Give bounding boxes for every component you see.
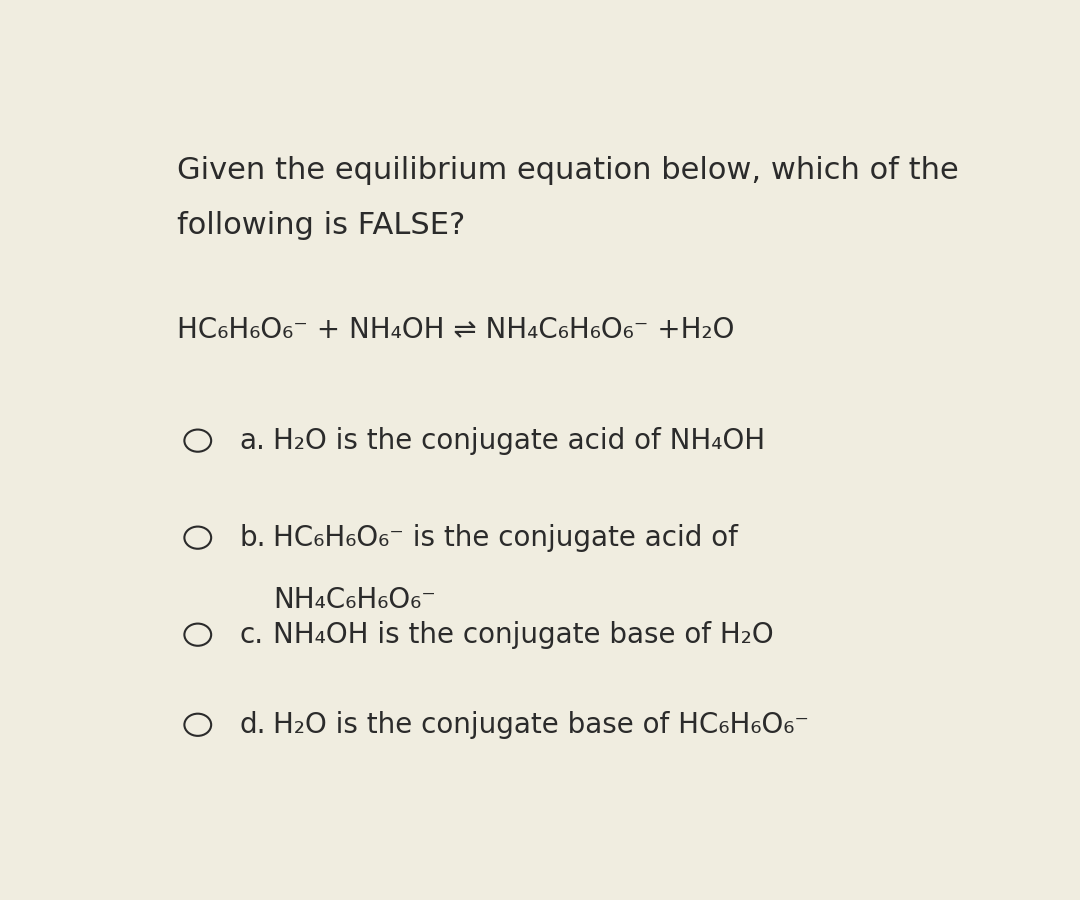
Text: c.: c. (240, 621, 264, 649)
Text: H₂O is the conjugate acid of NH₄OH: H₂O is the conjugate acid of NH₄OH (273, 427, 766, 454)
Text: HC₆H₆O₆⁻ + NH₄OH ⇌ NH₄C₆H₆O₆⁻ +H₂O: HC₆H₆O₆⁻ + NH₄OH ⇌ NH₄C₆H₆O₆⁻ +H₂O (177, 316, 734, 344)
Text: NH₄C₆H₆O₆⁻: NH₄C₆H₆O₆⁻ (273, 586, 436, 614)
Text: b.: b. (240, 524, 266, 552)
Text: H₂O is the conjugate base of HC₆H₆O₆⁻: H₂O is the conjugate base of HC₆H₆O₆⁻ (273, 711, 809, 739)
Text: d.: d. (240, 711, 266, 739)
Text: Given the equilibrium equation below, which of the: Given the equilibrium equation below, wh… (177, 156, 959, 184)
Text: a.: a. (240, 427, 266, 454)
Text: following is FALSE?: following is FALSE? (177, 212, 465, 240)
Text: HC₆H₆O₆⁻ is the conjugate acid of: HC₆H₆O₆⁻ is the conjugate acid of (273, 524, 738, 552)
Text: NH₄OH is the conjugate base of H₂O: NH₄OH is the conjugate base of H₂O (273, 621, 773, 649)
